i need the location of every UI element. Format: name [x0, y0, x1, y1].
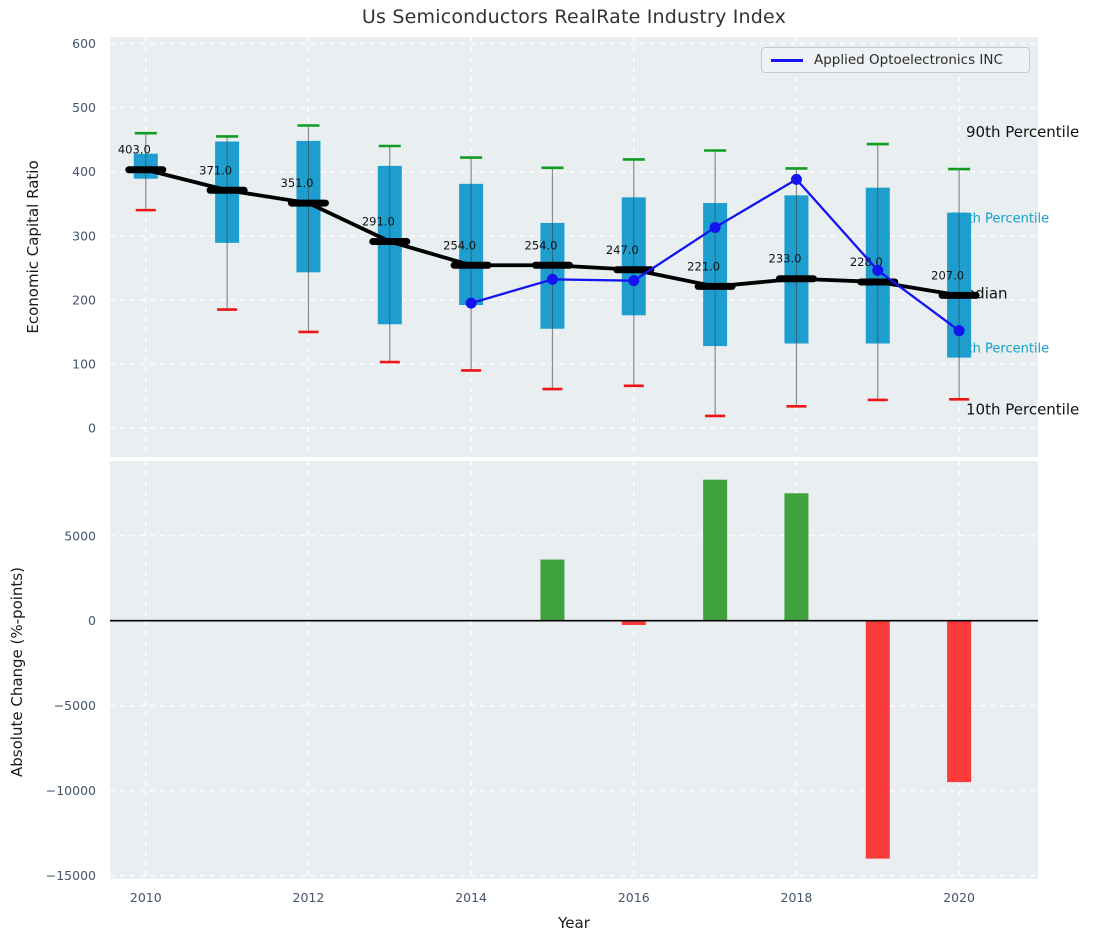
- median-label-2020: 207.0: [931, 268, 964, 282]
- median-label-2013: 291.0: [362, 215, 395, 229]
- company-point-2015: [547, 274, 558, 285]
- percentile-annotation-90: 90th Percentile: [966, 123, 1079, 141]
- median-label-2010: 403.0: [118, 143, 151, 157]
- bottom-plot-bg: [110, 461, 1038, 879]
- x-tick-label: 2020: [943, 890, 975, 905]
- x-tick-label: 2012: [293, 890, 325, 905]
- company-point-2016: [628, 275, 639, 286]
- bottom-y-tick-label: −10000: [46, 783, 96, 798]
- company-point-2020: [954, 325, 965, 336]
- median-label-2011: 371.0: [199, 163, 232, 177]
- median-label-2016: 247.0: [606, 243, 639, 257]
- x-tick-label: 2018: [781, 890, 813, 905]
- bar-2015: [540, 560, 564, 621]
- bar-2018: [784, 493, 808, 620]
- median-label-2018: 233.0: [769, 252, 802, 266]
- median-label-2015: 254.0: [525, 238, 558, 252]
- bottom-y-axis-label: Absolute Change (%-points): [8, 567, 26, 777]
- bottom-y-tick-label: 0: [88, 613, 96, 628]
- bar-2017: [703, 480, 727, 621]
- bar-2020: [947, 621, 971, 782]
- top-y-tick-label: 500: [72, 100, 96, 115]
- company-point-2014: [466, 298, 477, 309]
- x-axis-label: Year: [557, 914, 591, 932]
- bottom-y-tick-label: −15000: [46, 868, 96, 883]
- company-point-2018: [791, 174, 802, 185]
- top-y-tick-label: 600: [72, 36, 96, 51]
- percentile-annotation-10: 10th Percentile: [966, 400, 1079, 418]
- median-label-2012: 351.0: [281, 176, 314, 190]
- top-y-tick-label: 300: [72, 228, 96, 243]
- top-y-tick-label: 100: [72, 357, 96, 372]
- x-tick-label: 2016: [618, 890, 650, 905]
- top-y-tick-label: 0: [88, 421, 96, 436]
- x-tick-label: 2014: [455, 890, 487, 905]
- median-label-2014: 254.0: [443, 238, 476, 252]
- company-point-2017: [710, 222, 721, 233]
- x-tick-label: 2010: [130, 890, 162, 905]
- bottom-y-tick-label: −5000: [54, 698, 96, 713]
- legend-label: Applied Optoelectronics INC: [814, 52, 1003, 68]
- plot-canvas: 90th Percentile75th PercentileMedian25th…: [0, 0, 1102, 942]
- top-y-axis-label: Economic Capital Ratio: [24, 160, 42, 333]
- top-y-tick-label: 400: [72, 164, 96, 179]
- bar-2019: [866, 621, 890, 859]
- legend: Applied Optoelectronics INC: [761, 47, 1030, 73]
- median-label-2017: 221.0: [687, 259, 720, 273]
- legend-line-swatch: [771, 59, 803, 62]
- top-y-tick-label: 200: [72, 292, 96, 307]
- top-plot-bg: [110, 37, 1038, 457]
- bottom-y-tick-label: 5000: [64, 528, 96, 543]
- company-point-2019: [872, 265, 883, 276]
- figure: Us Semiconductors RealRate Industry Inde…: [0, 0, 1102, 942]
